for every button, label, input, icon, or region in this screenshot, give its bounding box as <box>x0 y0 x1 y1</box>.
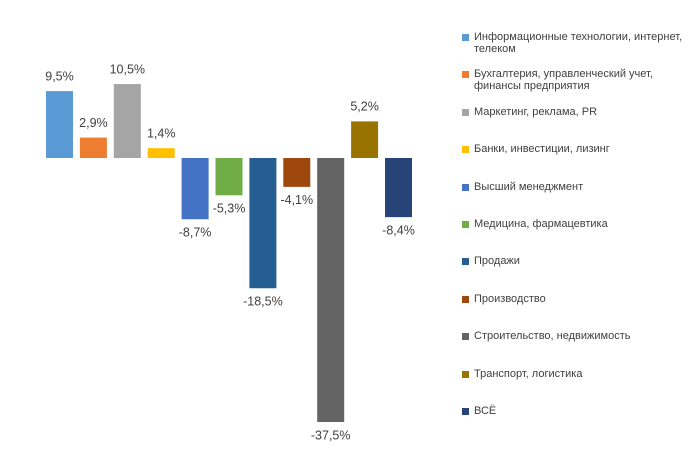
bar <box>283 158 311 187</box>
bar <box>147 148 175 158</box>
legend-label: Банки, инвестиции, лизинг <box>474 143 610 156</box>
legend-entry: Медицина, фармацевтика <box>462 218 694 230</box>
legend-swatch <box>462 34 469 41</box>
data-label: 1,4% <box>147 126 176 140</box>
bar <box>385 158 412 218</box>
legend-entry: Банки, инвестиции, лизинг <box>462 143 694 155</box>
legend-swatch <box>462 183 469 191</box>
data-label: -37,5% <box>311 428 351 442</box>
legend-swatch <box>462 258 469 266</box>
legend-entry: Информационные технологии, интернет, тел… <box>462 31 694 55</box>
bar <box>215 158 243 196</box>
data-label: 10,5% <box>110 62 145 76</box>
legend-entry: Маркетинг, реклама, PR <box>462 106 694 118</box>
data-label: -5,3% <box>213 202 246 216</box>
legend-label: Медицина, фармацевтика <box>474 218 608 230</box>
legend-swatch <box>462 295 469 303</box>
legend-swatch <box>462 146 469 154</box>
legend-label: Продажи <box>474 255 520 268</box>
data-label: 2,9% <box>79 116 108 130</box>
legend-entry: Бухгалтерия, управленческий учет, финанс… <box>462 68 694 92</box>
legend-swatch <box>462 408 469 415</box>
bar <box>46 91 73 158</box>
legend-label: Высший менеджмент <box>474 180 584 193</box>
bar <box>317 158 345 422</box>
data-label: -18,5% <box>243 295 283 309</box>
legend-swatch <box>462 221 469 228</box>
legend-entry: Строительство, недвижимость <box>462 330 694 342</box>
bar <box>249 158 277 289</box>
legend-label: Бухгалтерия, управленческий учет, финанс… <box>474 68 653 93</box>
bar <box>181 158 209 220</box>
legend-swatch <box>462 108 469 116</box>
bar <box>113 84 141 158</box>
legend-entry: Продажи <box>462 255 694 267</box>
legend-label: Информационные технологии, интернет, тел… <box>474 31 683 55</box>
legend-swatch <box>462 370 469 378</box>
legend-label: Строительство, недвижимость <box>474 330 631 343</box>
legend-swatch <box>462 71 469 79</box>
bar <box>351 121 379 158</box>
legend-entry: Высший менеджмент <box>462 181 694 193</box>
data-label: -8,4% <box>382 223 415 237</box>
legend-entry: ВСЁ <box>462 405 694 417</box>
legend-label: Транспорт, логистика <box>474 367 583 380</box>
bar <box>79 137 107 158</box>
legend-entry: Производство <box>462 293 694 305</box>
legend-label: ВСЁ <box>474 405 497 417</box>
data-label: -4,1% <box>280 193 313 207</box>
data-label: 5,2% <box>350 100 379 114</box>
legend-label: Производство <box>474 292 546 305</box>
data-label: -8,7% <box>179 226 212 240</box>
legend-label: Маркетинг, реклама, PR <box>474 105 598 118</box>
legend-swatch <box>462 333 469 341</box>
data-label: 9,5% <box>45 69 74 83</box>
legend-entry: Транспорт, логистика <box>462 368 694 380</box>
